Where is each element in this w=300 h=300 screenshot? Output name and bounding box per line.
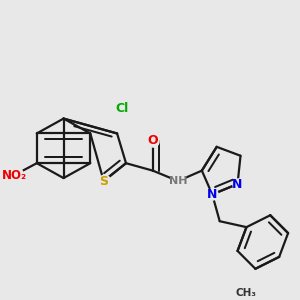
Text: S: S [99,175,108,188]
Text: CH₃: CH₃ [236,288,257,298]
Text: NH: NH [169,176,187,186]
Text: N: N [207,188,217,201]
Text: N: N [232,178,243,190]
Text: NO₂: NO₂ [2,169,27,182]
Text: O: O [148,134,158,147]
Text: Cl: Cl [115,102,128,115]
